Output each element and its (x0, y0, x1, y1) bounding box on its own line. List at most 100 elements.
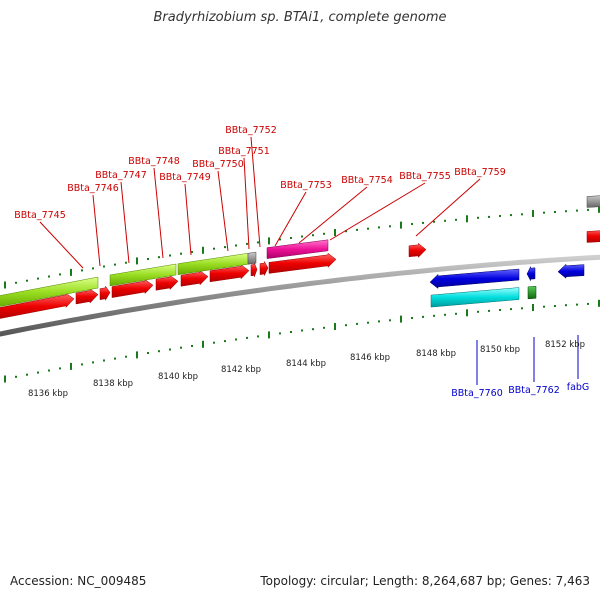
inner-tick-mark (477, 310, 479, 313)
inner-tick-mark (224, 340, 226, 343)
forward-gene-bar (266, 239, 329, 259)
inner-tick-mark (532, 304, 534, 311)
forward-cds-arrow (586, 230, 600, 243)
inner-tick-mark (26, 373, 28, 376)
outer-tick-mark (114, 263, 116, 266)
inner-tick-mark (378, 320, 380, 323)
outer-tick-mark (367, 227, 369, 230)
forward-cds-arrow (180, 270, 209, 287)
inner-tick-mark (323, 326, 325, 329)
inner-tick-mark (367, 321, 369, 324)
outer-tick-mark (191, 251, 193, 253)
inner-tick-mark (147, 352, 149, 354)
outer-tick-mark (257, 241, 259, 244)
leader-line (120, 181, 130, 264)
inner-tick-mark (433, 314, 435, 317)
inner-tick-mark (466, 309, 468, 317)
forward-gene-bar (0, 276, 99, 307)
genome-backbone (0, 254, 600, 337)
inner-tick-mark (488, 309, 490, 312)
gene-label: BBta_7751 (218, 146, 270, 157)
inner-tick-mark (136, 351, 138, 359)
scale-label: 8142 kbp (221, 365, 261, 375)
gene-label: BBta_7746 (67, 183, 119, 194)
forward-cds-arrow (250, 262, 258, 277)
outer-tick-mark (345, 230, 347, 233)
gene-label: BBta_7750 (192, 159, 244, 170)
inner-tick-mark (268, 331, 270, 339)
outer-tick-mark (59, 273, 61, 276)
gene-label: BBta_7749 (159, 172, 211, 183)
inner-tick-mark (334, 323, 336, 330)
inner-tick-mark (290, 331, 292, 333)
inner-tick-mark (565, 304, 567, 307)
inner-tick-mark (356, 322, 358, 325)
gene-label: BBta_7748 (128, 156, 180, 167)
outer-tick-mark (587, 208, 589, 211)
outer-tick-mark (334, 229, 336, 236)
scale-label: 8152 kbp (545, 340, 585, 350)
scale-label: 8150 kbp (480, 345, 520, 355)
leader-line (298, 186, 368, 244)
inner-tick-mark (125, 355, 127, 358)
outer-tick-mark (169, 254, 171, 257)
outer-tick-mark (323, 232, 325, 235)
inner-tick-mark (257, 335, 259, 338)
inner-tick-mark (279, 332, 281, 335)
genome-summary-text: Topology: circular; Length: 8,264,687 bp… (260, 574, 590, 588)
reverse-cds-arrow (557, 263, 585, 279)
leader-line (415, 178, 481, 237)
outer-tick-mark (389, 225, 391, 228)
outer-tick-mark (466, 215, 468, 223)
forward-gene-bar (586, 195, 600, 208)
forward-gene-bar (109, 263, 177, 287)
leader-line (274, 191, 307, 247)
leader-line (250, 136, 261, 248)
inner-tick-mark (180, 346, 182, 349)
outer-tick-mark (81, 269, 83, 272)
inner-tick-mark (246, 336, 248, 339)
scale-label: 8138 kbp (93, 379, 133, 389)
inner-tick-mark (48, 369, 50, 372)
accession-text: Accession: NC_009485 (10, 574, 147, 588)
inner-tick-mark (554, 305, 556, 307)
outer-tick-mark (279, 238, 281, 241)
outer-tick-mark (213, 247, 215, 250)
tick-marks-layer (4, 205, 600, 383)
labels-layer: BBta_7745 BBta_7746 BBta_7747 BBta_7748 BBta… (14, 125, 589, 399)
outer-tick-mark (48, 275, 50, 278)
gene-label: fabG (567, 382, 590, 393)
outer-tick-mark (488, 215, 490, 218)
outer-tick-mark (422, 221, 424, 224)
gene-label: BBta_7760 (451, 388, 503, 399)
outer-tick-mark (444, 219, 446, 222)
forward-cds-arrow (268, 252, 337, 274)
forward-cds-arrow (75, 288, 99, 305)
outer-tick-mark (268, 237, 270, 245)
outer-tick-mark (37, 277, 39, 280)
outer-tick-mark (554, 211, 556, 213)
outer-tick-mark (235, 244, 237, 247)
outer-tick-mark (532, 210, 534, 217)
backbone-layer (0, 254, 600, 337)
inner-tick-mark (59, 367, 61, 370)
inner-tick-mark (202, 340, 204, 348)
leader-line (329, 182, 426, 241)
inner-tick-mark (81, 363, 83, 366)
gene-label: BBta_7745 (14, 210, 66, 221)
outer-tick-mark (202, 246, 204, 254)
outer-tick-mark (598, 205, 600, 213)
inner-tick-mark (389, 319, 391, 322)
leader-line (39, 221, 84, 269)
outer-tick-mark (125, 261, 127, 264)
outer-tick-mark (158, 256, 160, 259)
inner-tick-mark (543, 305, 545, 308)
inner-tick-mark (521, 307, 523, 310)
inner-tick-mark (114, 357, 116, 360)
inner-tick-mark (510, 308, 512, 311)
inner-tick-mark (598, 299, 600, 307)
reverse-gene-bar (527, 286, 537, 300)
outer-tick-mark (246, 242, 248, 245)
outer-tick-mark (147, 258, 149, 260)
